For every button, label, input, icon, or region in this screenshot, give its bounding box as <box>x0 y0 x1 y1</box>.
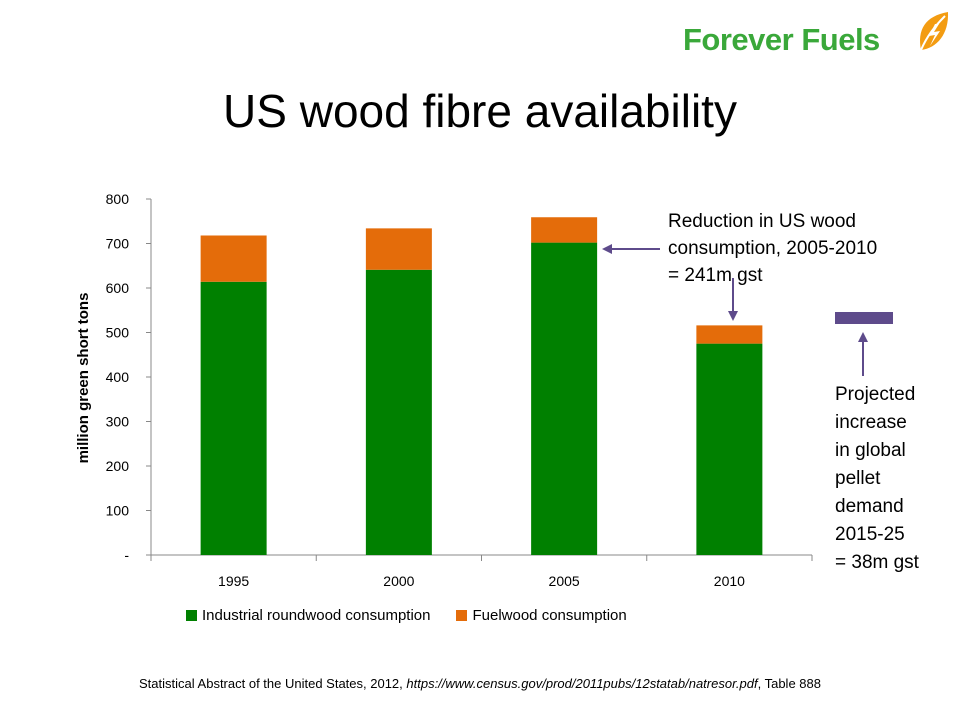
y-axis-title: million green short tons <box>75 293 92 464</box>
reduction-annotation: Reduction in US wood consumption, 2005-2… <box>668 208 877 289</box>
y-tick-labels: - 100 200 300 400 500 600 700 800 <box>106 191 130 563</box>
legend-swatch-fuelwood <box>456 610 468 621</box>
legend-label-fuelwood: Fuelwood consumption <box>472 607 627 624</box>
projection-line-7: = 38m gst <box>835 552 919 573</box>
bar-industrial-2005 <box>531 242 598 556</box>
y-tick-label: 500 <box>106 325 130 341</box>
source-citation: Statistical Abstract of the United State… <box>0 676 960 691</box>
legend-swatch-industrial <box>186 610 197 621</box>
projection-marker <box>835 312 893 324</box>
y-tick-label: 100 <box>106 503 130 519</box>
slide-title: US wood fibre availability <box>223 85 737 137</box>
bar-industrial-2010 <box>696 343 763 555</box>
bar-fuelwood-1995 <box>200 235 267 282</box>
bars <box>200 217 763 556</box>
source-url[interactable]: https://www.census.gov/prod/2011pubs/12s… <box>406 676 758 691</box>
bar-fuelwood-2000 <box>365 228 432 270</box>
projection-line-5: demand <box>835 496 904 517</box>
projection-line-6: 2015-25 <box>835 524 905 545</box>
y-tick-label: 200 <box>106 458 130 474</box>
x-tick-label: 2005 <box>549 573 580 589</box>
legend-item-fuelwood: Fuelwood consumption <box>456 607 627 624</box>
projection-line-1: Projected <box>835 384 916 405</box>
projection-line-4: pellet <box>835 468 881 489</box>
source-prefix: Statistical Abstract of the United State… <box>139 676 407 691</box>
annotation-arrows <box>602 244 893 376</box>
y-tick-label: 300 <box>106 414 130 430</box>
legend-label-industrial: Industrial roundwood consumption <box>202 607 431 624</box>
bar-fuelwood-2010 <box>696 325 763 344</box>
legend: Industrial roundwood consumption Fuelwoo… <box>186 607 627 624</box>
legend-item-industrial: Industrial roundwood consumption <box>186 607 430 624</box>
x-tick-label: 2010 <box>714 573 745 589</box>
source-suffix: , Table 888 <box>757 676 821 691</box>
projection-line-3: in global <box>835 440 906 461</box>
reduction-line-2: consumption, 2005-2010 <box>668 238 878 259</box>
y-tick-label: 800 <box>106 191 130 207</box>
x-tick-label: 1995 <box>218 573 249 589</box>
arrow-to-2005-bar-head <box>602 244 612 254</box>
leaf-bolt-icon <box>920 12 949 51</box>
y-tick-label: - <box>124 547 129 563</box>
arrow-to-projection-marker-head <box>858 332 868 342</box>
logo: Forever Fuels <box>683 8 953 68</box>
bar-industrial-2000 <box>365 269 432 555</box>
bar-industrial-1995 <box>200 281 267 555</box>
reduction-line-3: = 241m gst <box>668 265 763 286</box>
x-tick-labels: 1995 2000 2005 2010 <box>218 573 745 589</box>
projection-line-2: increase <box>835 412 907 433</box>
reduction-line-1: Reduction in US wood <box>668 211 856 232</box>
arrow-to-2010-bar-head <box>728 311 738 321</box>
x-tick-label: 2000 <box>383 573 414 589</box>
y-tick-label: 700 <box>106 236 130 252</box>
y-tick-label: 400 <box>106 369 130 385</box>
y-tick-label: 600 <box>106 280 130 296</box>
projection-annotation: Projected increase in global pellet dema… <box>835 381 955 577</box>
logo-text: Forever Fuels <box>683 22 880 57</box>
bar-fuelwood-2005 <box>531 217 598 243</box>
